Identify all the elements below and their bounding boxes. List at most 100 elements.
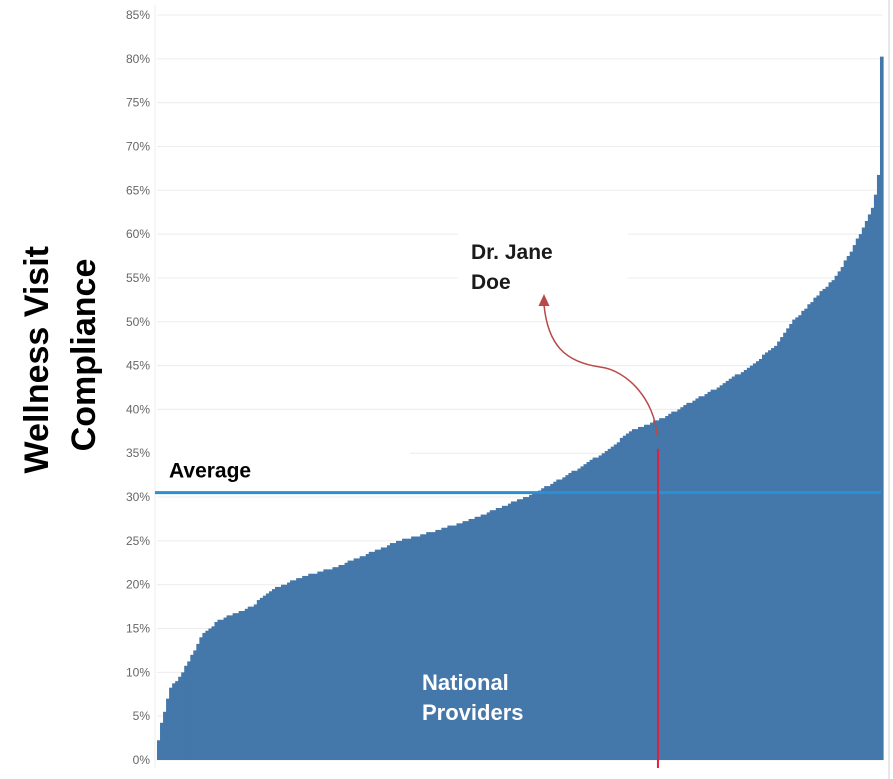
bar: [402, 538, 406, 760]
bar: [520, 499, 524, 760]
bar: [244, 608, 249, 760]
bar: [746, 367, 751, 760]
bar: [157, 740, 161, 760]
bar: [226, 615, 231, 760]
bar: [595, 457, 600, 760]
bar: [293, 580, 297, 760]
bar: [341, 564, 346, 760]
bar: [344, 562, 349, 760]
bar: [329, 569, 334, 760]
bar: [879, 56, 884, 760]
bar: [305, 575, 309, 760]
bar: [586, 462, 591, 760]
bar: [683, 405, 687, 760]
bar: [813, 297, 818, 760]
bar: [426, 532, 430, 760]
bar: [840, 266, 845, 760]
bar: [504, 505, 509, 760]
bar: [259, 597, 264, 760]
bar: [607, 448, 612, 760]
bar: [501, 505, 506, 760]
bar: [435, 529, 439, 760]
bar: [783, 332, 787, 760]
bar: [232, 613, 237, 760]
bar: [271, 589, 276, 760]
bar: [792, 319, 796, 760]
bar: [858, 234, 863, 760]
bar: [544, 486, 548, 760]
bar: [323, 569, 328, 760]
bar: [338, 564, 343, 760]
bar: [864, 220, 869, 761]
bar: [843, 260, 848, 760]
bar: [250, 606, 255, 760]
bar: [692, 400, 697, 760]
bar: [489, 510, 494, 760]
bar: [408, 538, 412, 760]
bar: [538, 490, 542, 760]
bar: [637, 426, 642, 760]
bar: [526, 497, 530, 760]
bar: [317, 571, 321, 760]
bar: [801, 310, 805, 760]
bar: [837, 271, 842, 760]
bar: [553, 481, 557, 760]
y-tick-label: 20%: [126, 578, 150, 592]
bar: [335, 567, 340, 760]
y-tick-label: 0%: [133, 753, 151, 767]
bar: [771, 348, 775, 760]
bar: [326, 569, 331, 760]
bar: [795, 317, 799, 760]
bar: [855, 238, 860, 760]
bar: [571, 470, 576, 760]
bar: [296, 578, 300, 760]
y-axis-label-line-2: Compliance: [65, 259, 103, 452]
bar: [347, 560, 352, 760]
bar: [223, 617, 228, 760]
national-providers-label: National Providers: [422, 670, 524, 725]
bar: [680, 407, 684, 760]
bar: [365, 554, 370, 760]
bar: [220, 619, 225, 760]
bar: [628, 431, 633, 760]
bar: [762, 354, 766, 760]
bar: [417, 536, 421, 760]
bar: [619, 437, 624, 760]
provider-arrowhead: [538, 294, 550, 306]
bar: [777, 341, 781, 760]
average-label-background: [157, 452, 410, 491]
bar: [671, 411, 675, 760]
bar: [677, 409, 681, 760]
bar: [592, 457, 597, 760]
bar: [634, 429, 639, 760]
bar: [429, 532, 433, 760]
bar: [583, 464, 588, 760]
bar: [604, 451, 609, 760]
bar: [438, 529, 442, 760]
bar: [235, 613, 240, 760]
bar: [631, 429, 636, 760]
bar: [807, 304, 812, 760]
bar: [175, 681, 179, 760]
bar: [214, 621, 219, 760]
bar: [190, 654, 194, 760]
bar: [852, 245, 857, 760]
bar: [523, 497, 527, 760]
bar: [565, 475, 570, 760]
bar: [359, 556, 364, 760]
bar: [181, 672, 185, 760]
bar: [559, 479, 563, 760]
bar: [453, 525, 458, 760]
bar: [755, 361, 760, 760]
bar: [644, 424, 648, 760]
bar: [368, 551, 373, 760]
bar: [362, 556, 367, 760]
bar: [513, 501, 518, 760]
bar: [480, 514, 485, 760]
bar: [281, 584, 285, 760]
bar: [510, 501, 515, 760]
bar: [743, 369, 748, 760]
average-label: Average: [169, 460, 251, 483]
bar: [371, 551, 376, 760]
bar: [601, 453, 606, 760]
